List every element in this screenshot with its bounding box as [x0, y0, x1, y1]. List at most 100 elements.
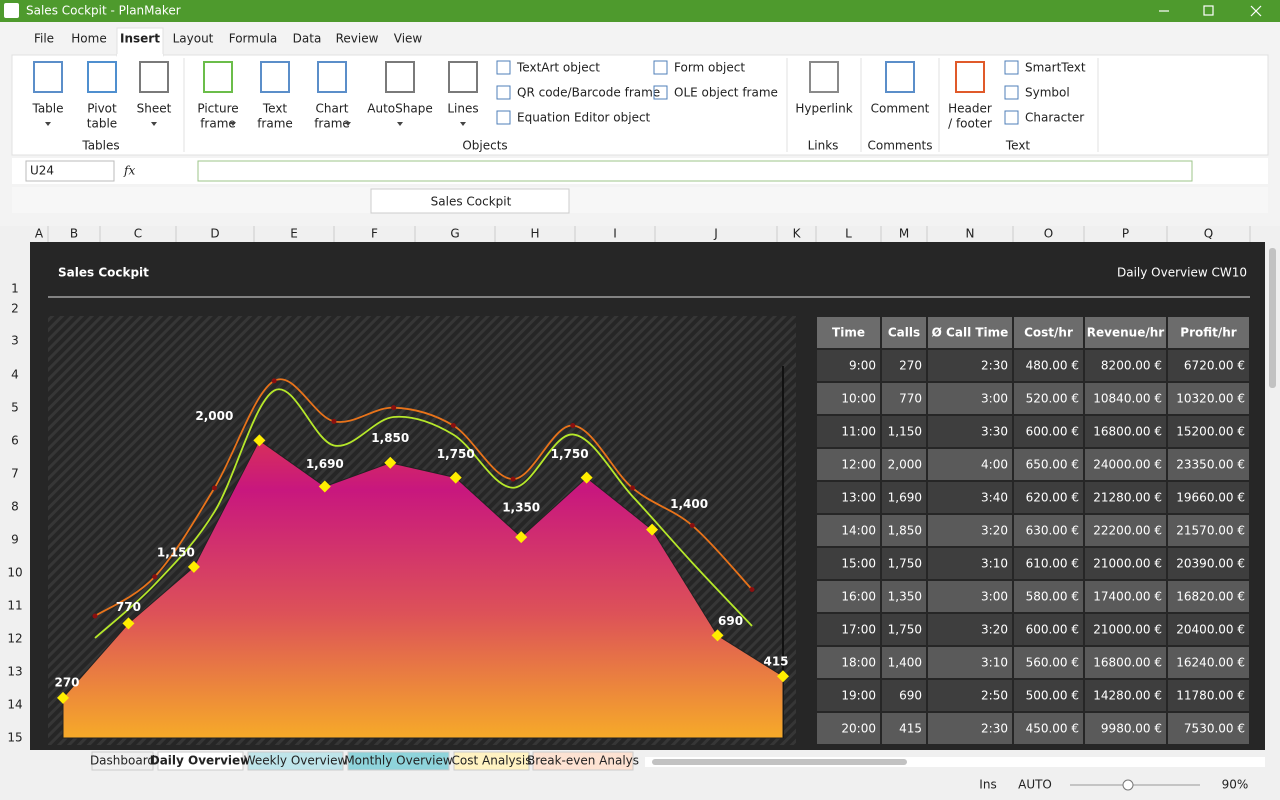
table-cell[interactable]: [1168, 713, 1249, 744]
table-cell[interactable]: [1085, 647, 1166, 678]
table-cell[interactable]: [882, 680, 926, 711]
table-cell[interactable]: [817, 515, 880, 546]
cell-reference[interactable]: U24: [30, 164, 54, 178]
sheet-tab[interactable]: [91, 751, 154, 771]
column-header[interactable]: C: [134, 227, 142, 241]
table-cell[interactable]: [1085, 449, 1166, 480]
column-header[interactable]: J: [713, 227, 718, 241]
table-cell[interactable]: [882, 416, 926, 447]
ribbon-small-label[interactable]: SmartText: [1025, 61, 1086, 75]
ribbon-button-label[interactable]: frame: [314, 117, 350, 131]
dropdown-arrow[interactable]: [230, 122, 236, 126]
column-header[interactable]: H: [530, 227, 539, 241]
table-cell[interactable]: [882, 581, 926, 612]
column-header[interactable]: G: [450, 227, 459, 241]
ribbon-button-label[interactable]: frame: [200, 117, 236, 131]
table-cell[interactable]: [928, 581, 1012, 612]
row-header[interactable]: 4: [11, 368, 19, 382]
table-cell[interactable]: [928, 713, 1012, 744]
table-cell[interactable]: [1168, 515, 1249, 546]
row-header[interactable]: 1: [11, 282, 19, 296]
row-header[interactable]: 11: [7, 599, 22, 613]
ribbon-button-label[interactable]: Text: [262, 102, 288, 116]
table-cell[interactable]: [817, 383, 880, 414]
formula-input[interactable]: [197, 160, 1193, 182]
ribbon-small-label[interactable]: Character: [1025, 111, 1084, 125]
table-cell[interactable]: [817, 350, 880, 381]
table-cell[interactable]: [882, 548, 926, 579]
ribbon-icon[interactable]: [203, 61, 233, 93]
row-header[interactable]: 2: [11, 302, 19, 316]
table-cell[interactable]: [1085, 383, 1166, 414]
menu-item[interactable]: Review: [336, 32, 379, 46]
column-header[interactable]: I: [613, 227, 617, 241]
ribbon-button-label[interactable]: Sheet: [137, 102, 172, 116]
sheet-tab-label[interactable]: Dashboard: [90, 754, 155, 768]
status-zoom[interactable]: 90%: [1222, 778, 1249, 792]
table-cell[interactable]: [928, 482, 1012, 513]
menu-item[interactable]: Home: [71, 32, 106, 46]
ribbon-icon[interactable]: [385, 61, 415, 93]
dropdown-arrow[interactable]: [397, 122, 403, 126]
sheet-tab-label[interactable]: Weekly Overview: [244, 754, 348, 768]
sheet-tab-label[interactable]: Cost Analysis: [452, 754, 532, 768]
table-cell[interactable]: [1014, 581, 1083, 612]
table-cell[interactable]: [817, 647, 880, 678]
ribbon-small-label[interactable]: Form object: [674, 61, 745, 75]
small-icon[interactable]: [496, 110, 511, 125]
vertical-scrollbar[interactable]: [1265, 242, 1280, 750]
sheet-tab[interactable]: [453, 751, 530, 771]
ribbon-button-label[interactable]: Picture: [197, 102, 238, 116]
ribbon-small-label[interactable]: QR code/Barcode frame: [517, 86, 660, 100]
row-header[interactable]: 12: [7, 632, 22, 646]
small-icon[interactable]: [1004, 110, 1019, 125]
row-header[interactable]: 8: [11, 500, 19, 514]
ribbon-button-label[interactable]: Pivot: [87, 102, 117, 116]
menu-item[interactable]: Data: [293, 32, 322, 46]
table-cell[interactable]: [817, 680, 880, 711]
small-icon[interactable]: [1004, 85, 1019, 100]
document-tab-box[interactable]: [370, 188, 570, 214]
row-header[interactable]: 10: [7, 566, 22, 580]
ribbon-icon[interactable]: [87, 61, 117, 93]
table-cell[interactable]: [1085, 680, 1166, 711]
table-cell[interactable]: [1085, 713, 1166, 744]
dropdown-arrow[interactable]: [345, 122, 351, 126]
ribbon-icon[interactable]: [33, 61, 63, 93]
ribbon-button-label[interactable]: Chart: [316, 102, 349, 116]
row-header[interactable]: 9: [11, 533, 19, 547]
function-button[interactable]: fx: [123, 164, 135, 178]
sheet-tab[interactable]: [247, 751, 344, 771]
table-cell[interactable]: [882, 350, 926, 381]
row-header[interactable]: 7: [11, 467, 19, 481]
row-header[interactable]: 6: [11, 434, 19, 448]
ribbon-button-label[interactable]: Table: [31, 102, 63, 116]
table-cell[interactable]: [928, 350, 1012, 381]
table-cell[interactable]: [928, 614, 1012, 645]
ribbon-icon[interactable]: [448, 61, 478, 93]
window-controls[interactable]: [1159, 5, 1262, 17]
column-header[interactable]: F: [371, 227, 378, 241]
ribbon-icon[interactable]: [955, 61, 985, 93]
row-header[interactable]: 13: [7, 665, 22, 679]
menu-item[interactable]: File: [34, 32, 54, 46]
table-cell[interactable]: [1168, 449, 1249, 480]
ribbon-button-label[interactable]: AutoShape: [367, 102, 432, 116]
sheet-tab-label[interactable]: Monthly Overview: [344, 754, 453, 768]
table-cell[interactable]: [1085, 350, 1166, 381]
ribbon-button-label[interactable]: Header: [948, 102, 992, 116]
table-cell[interactable]: [1014, 647, 1083, 678]
ribbon-icon[interactable]: [885, 61, 915, 93]
small-icon[interactable]: [496, 60, 511, 75]
table-cell[interactable]: [1168, 416, 1249, 447]
ribbon-icon[interactable]: [139, 61, 169, 93]
column-header[interactable]: B: [70, 227, 78, 241]
column-header[interactable]: K: [793, 227, 802, 241]
document-tab[interactable]: Sales Cockpit: [431, 195, 512, 209]
column-header[interactable]: E: [290, 227, 298, 241]
table-cell[interactable]: [928, 383, 1012, 414]
small-icon[interactable]: [1004, 60, 1019, 75]
dropdown-arrow[interactable]: [151, 122, 157, 126]
table-cell[interactable]: [882, 449, 926, 480]
column-header[interactable]: L: [845, 227, 852, 241]
